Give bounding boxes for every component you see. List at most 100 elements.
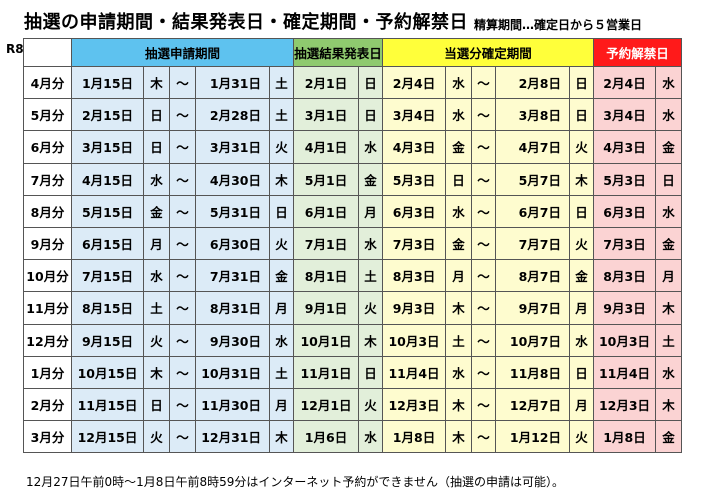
confirm-end-date: 1月12日	[495, 420, 570, 454]
month-cell: 8月分	[23, 194, 72, 228]
confirm-end-date: 5月7日	[495, 162, 570, 196]
lottery-start-date: 1月15日	[71, 65, 144, 100]
lottery-tilde: ～	[169, 65, 196, 100]
result-weekday: 木	[358, 323, 383, 357]
lottery-end-weekday: 日	[269, 194, 294, 228]
lottery-start-weekday: 木	[143, 355, 170, 389]
release-weekday: 月	[655, 259, 682, 293]
confirm-start-weekday: 木	[445, 291, 472, 325]
lottery-tilde: ～	[169, 259, 196, 293]
release-weekday: 水	[655, 65, 682, 100]
result-date: 1月6日	[293, 420, 359, 454]
lottery-end-weekday: 土	[269, 98, 294, 132]
result-date: 6月1日	[293, 194, 359, 228]
lottery-start-weekday: 日	[143, 130, 170, 164]
release-weekday: 水	[655, 98, 682, 132]
release-weekday: 金	[655, 130, 682, 164]
result-date: 10月1日	[293, 323, 359, 357]
lottery-end-date: 3月31日	[195, 130, 270, 164]
month-cell: 7月分	[23, 162, 72, 196]
result-weekday: 火	[358, 387, 383, 422]
footer-note: 12月27日午前0時～1月8日午前8時59分はインターネット予約ができません（抽…	[26, 475, 564, 489]
lottery-start-date: 2月15日	[71, 98, 144, 132]
table-row: 11月分 8月15日土～ 8月31日月 9月1日火 9月3日木～ 9月7日月 9月3日木	[23, 291, 682, 325]
confirm-start-weekday: 木	[445, 420, 472, 454]
confirm-end-date: 12月7日	[495, 387, 570, 422]
lottery-end-weekday: 金	[269, 259, 294, 293]
lottery-end-date: 6月30日	[195, 226, 270, 261]
lottery-start-weekday: 金	[143, 194, 170, 228]
release-date: 1月8日	[593, 420, 656, 454]
lottery-end-date: 5月31日	[195, 194, 270, 228]
table-row: 10月分 7月15日水～ 7月31日金 8月1日土 8月3日月～ 8月7日金 8月3日月	[23, 259, 682, 293]
lottery-tilde: ～	[169, 291, 196, 325]
result-weekday: 水	[358, 420, 383, 454]
confirm-end-weekday: 水	[569, 323, 594, 357]
table-row: 5月分 2月15日日～ 2月28日土 3月1日日 3月4日水～ 3月8日日 3月4日水	[23, 98, 682, 132]
month-cell: 2月分	[23, 387, 72, 422]
lottery-end-weekday: 月	[269, 387, 294, 422]
lottery-tilde: ～	[169, 355, 196, 389]
confirm-end-weekday: 火	[569, 420, 594, 454]
table-row: 4月分 1月15日木～ 1月31日土 2月1日日 2月4日水～ 2月8日日 2月4日水	[23, 65, 682, 100]
page-title: 抽選の申請期間・結果発表日・確定期間・予約解禁日	[24, 12, 468, 33]
lottery-start-weekday: 水	[143, 162, 170, 196]
confirm-end-weekday: 日	[569, 98, 594, 132]
lottery-end-weekday: 火	[269, 130, 294, 164]
table-row: 7月分 4月15日水～ 4月30日木 5月1日金 5月3日日～ 5月7日木 5月3日日	[23, 162, 682, 196]
confirm-end-weekday: 日	[569, 65, 594, 100]
release-date: 11月4日	[593, 355, 656, 389]
confirm-end-date: 2月8日	[495, 65, 570, 100]
lottery-start-date: 3月15日	[71, 130, 144, 164]
confirm-end-date: 3月8日	[495, 98, 570, 132]
release-weekday: 木	[655, 291, 682, 325]
result-date: 3月1日	[293, 98, 359, 132]
confirm-end-date: 11月8日	[495, 355, 570, 389]
confirm-tilde: ～	[471, 226, 496, 261]
release-weekday: 水	[655, 355, 682, 389]
confirm-tilde: ～	[471, 420, 496, 454]
lottery-end-weekday: 火	[269, 226, 294, 261]
lottery-start-date: 8月15日	[71, 291, 144, 325]
table-row: 2月分 11月15日日～ 11月30日月 12月1日火 12月3日木～ 12月7日月 12月…	[23, 387, 682, 422]
result-header: 抽選結果発表日	[293, 38, 383, 67]
lottery-tilde: ～	[169, 98, 196, 132]
lottery-tilde: ～	[169, 323, 196, 357]
lottery-start-weekday: 水	[143, 259, 170, 293]
table-row: 9月分 6月15日月～ 6月30日火 7月1日水 7月3日金～ 7月7日火 7月3日金	[23, 226, 682, 261]
release-date: 7月3日	[593, 226, 656, 261]
confirm-start-weekday: 金	[445, 226, 472, 261]
confirm-start-date: 11月4日	[382, 355, 446, 389]
month-cell: 12月分	[23, 323, 72, 357]
confirm-tilde: ～	[471, 355, 496, 389]
lottery-start-date: 11月15日	[71, 387, 144, 422]
confirm-tilde: ～	[471, 259, 496, 293]
confirm-start-date: 7月3日	[382, 226, 446, 261]
lottery-end-date: 8月31日	[195, 291, 270, 325]
confirm-tilde: ～	[471, 130, 496, 164]
confirm-end-date: 7月7日	[495, 226, 570, 261]
result-weekday: 土	[358, 259, 383, 293]
confirm-tilde: ～	[471, 291, 496, 325]
result-date: 7月1日	[293, 226, 359, 261]
lottery-end-date: 11月30日	[195, 387, 270, 422]
confirm-start-date: 8月3日	[382, 259, 446, 293]
lottery-end-weekday: 土	[269, 65, 294, 100]
confirm-end-weekday: 火	[569, 226, 594, 261]
confirm-start-weekday: 水	[445, 98, 472, 132]
release-header: 予約解禁日	[593, 38, 682, 67]
confirm-start-date: 4月3日	[382, 130, 446, 164]
result-weekday: 日	[358, 65, 383, 100]
lottery-start-date: 6月15日	[71, 226, 144, 261]
lottery-start-date: 10月15日	[71, 355, 144, 389]
confirm-end-date: 4月7日	[495, 130, 570, 164]
lottery-tilde: ～	[169, 226, 196, 261]
month-cell: 6月分	[23, 130, 72, 164]
month-cell: 4月分	[23, 65, 72, 100]
confirm-end-weekday: 木	[569, 162, 594, 196]
table-row: 12月分 9月15日火～ 9月30日水 10月1日木 10月3日土～ 10月7日水 10月3…	[23, 323, 682, 357]
confirm-start-date: 1月8日	[382, 420, 446, 454]
result-weekday: 日	[358, 355, 383, 389]
confirm-end-weekday: 月	[569, 387, 594, 422]
lottery-start-date: 9月15日	[71, 323, 144, 357]
